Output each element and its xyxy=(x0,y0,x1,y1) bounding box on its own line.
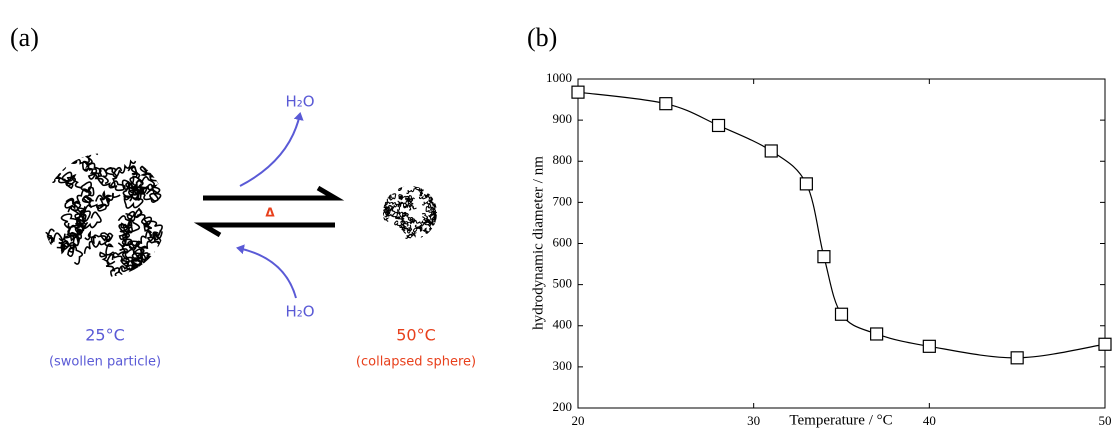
temperature-label: 50°C xyxy=(396,326,436,345)
y-tick-label: 300 xyxy=(553,358,573,373)
y-tick-label: 1000 xyxy=(546,70,572,85)
panel-label: (b) xyxy=(527,23,557,52)
x-tick-label: 30 xyxy=(747,413,760,428)
data-point xyxy=(659,97,673,111)
plot-frame xyxy=(577,78,1106,409)
y-tick-label: 200 xyxy=(553,399,573,414)
x-tick-label: 20 xyxy=(572,413,585,428)
reverse-arrow xyxy=(193,222,335,238)
state-label: (collapsed sphere) xyxy=(356,355,476,370)
data-point xyxy=(922,339,936,353)
water-in-arrow xyxy=(236,244,297,299)
data-point xyxy=(870,327,884,341)
heat-symbol: Δ xyxy=(265,206,275,220)
water-label: H₂O xyxy=(285,303,314,321)
y-axis-label: hydrodynamic diameter / nm xyxy=(530,156,546,330)
data-point xyxy=(571,85,585,99)
data-point xyxy=(799,177,813,191)
y-tick-label: 600 xyxy=(553,234,573,249)
temperature-label: 25°C xyxy=(85,326,125,345)
water-out-arrow xyxy=(239,112,304,187)
collapsed-sphere xyxy=(383,186,437,240)
data-point xyxy=(834,307,849,321)
x-axis-label: Temperature / °C xyxy=(789,412,892,428)
forward-arrow xyxy=(203,185,345,201)
water-label: H₂O xyxy=(285,93,314,111)
data-point xyxy=(1010,351,1024,365)
data-point xyxy=(1098,337,1112,351)
coil xyxy=(43,153,167,277)
y-tick-label: 900 xyxy=(553,111,573,126)
coil xyxy=(383,186,437,240)
data-point xyxy=(764,144,778,158)
swollen-particle xyxy=(43,153,167,277)
state-label: (swollen particle) xyxy=(49,355,161,370)
y-tick-label: 400 xyxy=(553,317,573,332)
y-tick-label: 500 xyxy=(553,276,573,291)
x-tick-label: 40 xyxy=(923,413,936,428)
data-point xyxy=(711,118,726,133)
data-point xyxy=(817,250,831,264)
y-tick-label: 700 xyxy=(553,193,573,208)
panel-label: (a) xyxy=(10,23,39,52)
x-tick-label: 50 xyxy=(1099,413,1112,428)
y-tick-label: 800 xyxy=(553,152,573,167)
